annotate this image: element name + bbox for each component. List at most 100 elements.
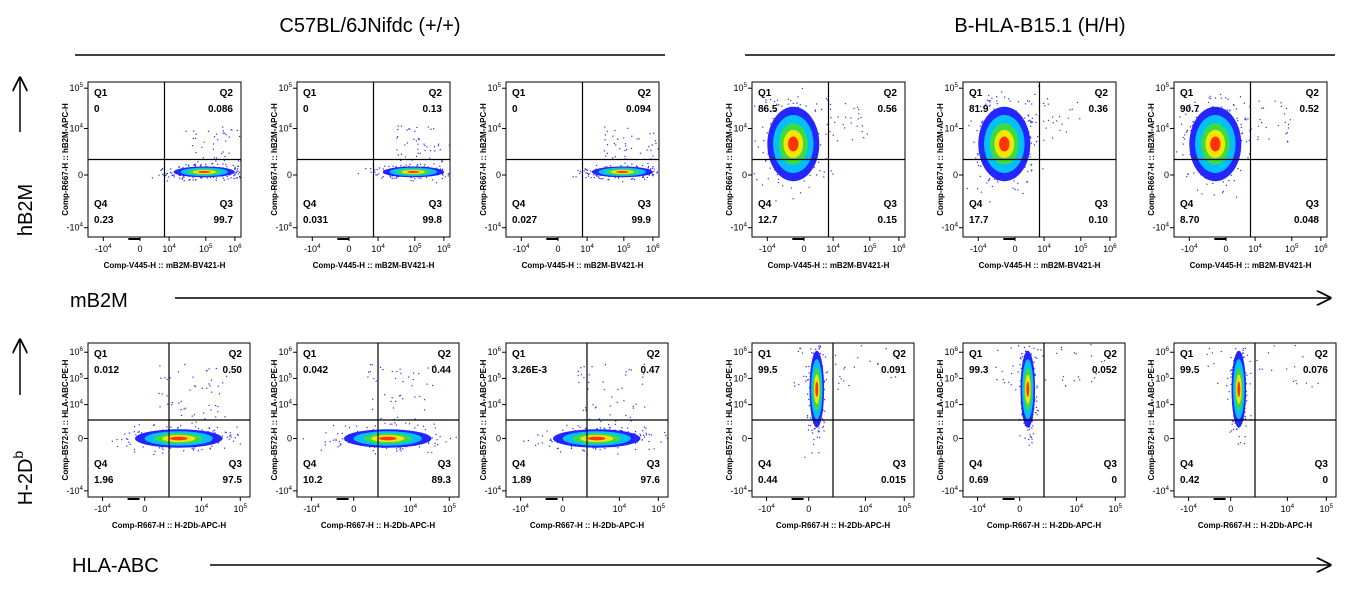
y-tick-label-exp: 4 [1165,122,1169,129]
event-dot [381,177,383,179]
event-dot [1023,422,1025,424]
event-dot [169,171,172,174]
x-tick-label: 106 [646,243,660,254]
event-dot [1091,380,1093,383]
x-tick-label: 104 [859,503,873,514]
event-dot [838,382,840,385]
event-dot [634,442,637,444]
event-dot [614,129,616,132]
event-dot [234,166,236,168]
event-dot [842,123,844,126]
event-dot [1244,418,1247,420]
event-dot [602,381,604,383]
event-dot [770,111,772,113]
event-dot [583,170,585,172]
event-dot [1090,355,1093,357]
event-dot [979,175,981,177]
event-dot [546,430,548,432]
plot-x-label: Comp-R667-H :: H-2Db-APC-H [321,521,435,530]
event-dot [1261,368,1263,370]
row-x-label: HLA-ABC [72,555,159,577]
x-tick-label: 106 [892,243,906,254]
event-dot [1230,430,1233,432]
x-tick-label-base: -10 [970,244,983,254]
y-tick-label-base: 10 [944,347,954,357]
event-dot [583,449,585,452]
event-dot [203,141,205,143]
event-dot [813,166,815,168]
density-contour [407,170,420,173]
event-dot [595,447,597,449]
event-dot [1073,380,1075,382]
event-dot [1187,173,1189,175]
event-dot [1001,91,1003,93]
quadrant-value: 1.96 [94,475,114,486]
y-tick-label-base: -10 [66,223,79,233]
plot-y-label: Comp-R667-H :: hB2M-APC-H [61,103,70,216]
event-dot [372,449,374,452]
event-dot [774,110,776,112]
event-dot [445,441,447,443]
y-tick-label-exp: 4 [954,485,958,492]
x-tick-label: 105 [617,243,631,254]
event-dot [448,144,450,146]
event-dot [205,165,207,167]
y-tick-label: -104 [484,485,501,496]
event-dot [191,447,193,449]
y-tick-label: -104 [941,485,958,496]
y-tick-label-base: 0 [287,433,292,443]
event-dot [162,167,164,170]
event-dot [1182,154,1184,156]
event-dot [794,385,796,387]
event-dot [584,168,586,170]
event-dot [648,174,650,176]
x-tick-label: 105 [898,503,912,514]
flow-plot [87,342,251,498]
event-dot [550,439,552,442]
event-dot [1013,180,1015,182]
quadrant-value: 99.8 [423,215,443,226]
event-dot [1058,116,1061,118]
quadrant-value: 90.7 [1180,104,1200,115]
event-dot [818,347,820,349]
event-dot [1186,109,1188,111]
event-dot [651,174,654,176]
y-tick-label-exp: 4 [743,485,747,492]
y-tick-label-base: 0 [1164,170,1169,180]
event-dot [988,94,990,97]
event-dot [976,161,978,163]
event-dot [1028,345,1030,347]
event-dot [1259,368,1261,370]
event-dot [809,174,811,176]
event-dot [600,178,602,180]
event-dot [1294,366,1296,368]
event-dot [414,418,416,420]
x-tick-label: 104 [580,243,594,254]
quadrant-name: Q1 [303,349,317,360]
event-dot [199,165,202,167]
event-dot [416,126,418,129]
event-dot [178,402,180,404]
y-tick-label: 106 [944,346,958,357]
event-dot [623,137,625,139]
event-dot [1185,113,1187,115]
event-dot [427,367,429,369]
event-dot [996,100,998,102]
event-dot [585,176,587,179]
event-dot [1206,183,1208,185]
event-dot [1079,118,1081,120]
event-dot [116,445,119,448]
quadrant-name: Q1 [512,88,526,99]
event-dot [161,447,163,449]
event-dot [212,148,214,150]
event-dot [1236,117,1238,120]
x-tick-label-exp: 4 [590,243,594,250]
event-dot [604,364,607,366]
event-dot [594,407,596,409]
event-dot [834,121,836,123]
event-dot [810,348,812,350]
event-dot [209,177,212,179]
event-dot [1062,375,1065,378]
event-dot [159,406,161,408]
event-dot [127,438,129,441]
